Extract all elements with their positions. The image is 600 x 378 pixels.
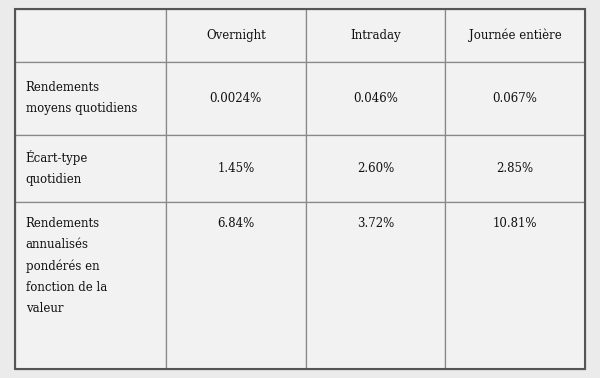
Text: 2.85%: 2.85%	[497, 162, 534, 175]
Bar	[15, 9, 166, 62]
Text: 1.45%: 1.45%	[217, 162, 254, 175]
Text: 2.60%: 2.60%	[357, 162, 394, 175]
Text: Intraday: Intraday	[350, 29, 401, 42]
Text: 6.84%: 6.84%	[217, 217, 254, 230]
Bar	[306, 9, 445, 62]
Bar	[445, 135, 585, 201]
Bar	[166, 9, 306, 62]
Bar	[445, 9, 585, 62]
Bar	[445, 201, 585, 369]
Text: Rendements
annualisés
pondérés en
fonction de la
valeur: Rendements annualisés pondérés en foncti…	[26, 217, 107, 314]
Text: 0.067%: 0.067%	[493, 92, 538, 105]
Text: 3.72%: 3.72%	[357, 217, 394, 230]
Text: 0.0024%: 0.0024%	[210, 92, 262, 105]
Bar	[166, 201, 306, 369]
Text: Overnight: Overnight	[206, 29, 266, 42]
Bar	[306, 135, 445, 201]
Text: 10.81%: 10.81%	[493, 217, 538, 230]
Bar	[15, 201, 166, 369]
Text: Écart-type
quotidien: Écart-type quotidien	[26, 150, 88, 186]
Bar	[306, 201, 445, 369]
Bar	[166, 135, 306, 201]
Bar	[15, 62, 166, 135]
Text: Journée entière: Journée entière	[469, 29, 562, 42]
Bar	[445, 62, 585, 135]
Bar	[15, 135, 166, 201]
Bar	[166, 62, 306, 135]
Text: 0.046%: 0.046%	[353, 92, 398, 105]
Text: Rendements
moyens quotidiens: Rendements moyens quotidiens	[26, 81, 137, 115]
Bar	[306, 62, 445, 135]
